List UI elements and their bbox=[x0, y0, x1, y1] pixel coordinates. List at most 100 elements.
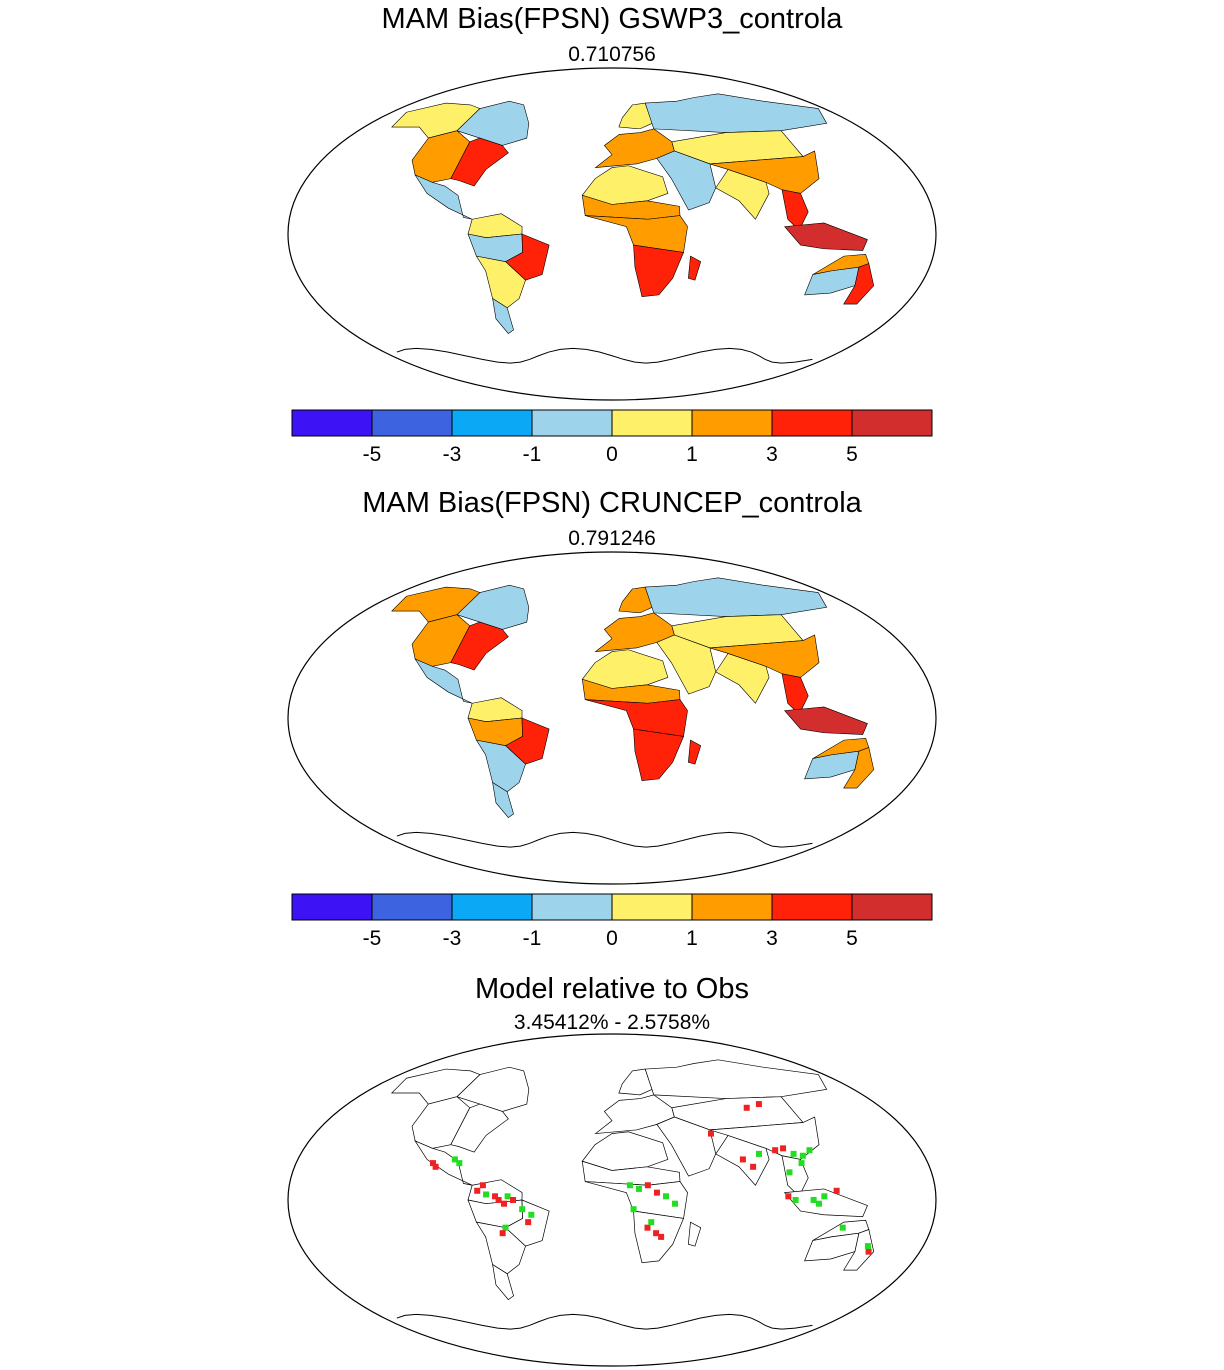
panel2-colorbar: -5 -3 -1 0 1 3 5 bbox=[291, 893, 933, 950]
colorbar-box bbox=[691, 893, 773, 921]
region-central-africa bbox=[585, 215, 688, 253]
region-central-africa bbox=[585, 699, 688, 737]
cell-better bbox=[648, 1219, 655, 1226]
cell-worse bbox=[499, 1230, 506, 1237]
panel3-subtitle: 3.45412% - 2.5758% bbox=[513, 1011, 711, 1034]
cell-worse bbox=[739, 1156, 746, 1163]
colorbar-box bbox=[451, 893, 533, 921]
cell-better bbox=[839, 1224, 846, 1231]
cell-worse bbox=[644, 1224, 651, 1231]
cell-better bbox=[815, 1200, 822, 1207]
cell-worse bbox=[495, 1197, 502, 1203]
region-middle-east bbox=[656, 150, 717, 211]
colorbar-tick-label: 0 bbox=[606, 927, 618, 950]
land-canadian-arctic bbox=[456, 1066, 530, 1112]
colorbar-tick-label: 3 bbox=[766, 927, 778, 950]
region-eastern-australia bbox=[843, 747, 875, 789]
cell-worse bbox=[658, 1233, 665, 1240]
colorbar-tick-label: 0 bbox=[606, 443, 618, 466]
cell-worse bbox=[644, 1182, 651, 1189]
cell-worse bbox=[865, 1248, 872, 1255]
cell-better bbox=[630, 1206, 637, 1213]
colorbar-box bbox=[611, 409, 693, 437]
cell-worse bbox=[755, 1101, 762, 1108]
region-southern-south-america bbox=[475, 739, 526, 793]
cell-better bbox=[528, 1211, 535, 1218]
region-southern-africa bbox=[633, 728, 684, 782]
cell-better bbox=[864, 1243, 871, 1250]
cell-better bbox=[671, 1200, 678, 1207]
region-madagascar bbox=[688, 255, 702, 281]
land-patagonia bbox=[492, 1263, 514, 1301]
region-indonesia bbox=[784, 222, 868, 251]
panel3-map bbox=[287, 1033, 937, 1367]
cell-better bbox=[810, 1197, 817, 1203]
cell-better bbox=[806, 1147, 813, 1154]
colorbar-box bbox=[851, 893, 933, 921]
colorbar-box bbox=[371, 893, 453, 921]
antarctica-coastline bbox=[396, 831, 813, 848]
land-middle-east bbox=[656, 1116, 717, 1177]
region-southern-africa bbox=[633, 244, 684, 298]
colorbar-box bbox=[291, 409, 373, 437]
land-indonesia bbox=[783, 1188, 868, 1217]
region-madagascar bbox=[688, 739, 702, 765]
colorbar-box bbox=[451, 409, 533, 437]
colorbar-tick-label: 5 bbox=[846, 443, 858, 466]
region-mexico-central-america bbox=[414, 658, 473, 704]
colorbar-box bbox=[851, 409, 933, 437]
colorbar-tick-label: -5 bbox=[363, 443, 382, 466]
colorbar-box bbox=[771, 409, 853, 437]
cell-worse bbox=[510, 1197, 516, 1203]
cell-worse bbox=[492, 1193, 499, 1200]
cell-better bbox=[786, 1169, 793, 1176]
cell-worse bbox=[653, 1189, 660, 1196]
cell-better bbox=[626, 1182, 633, 1189]
cell-worse bbox=[429, 1160, 436, 1167]
cell-better bbox=[519, 1206, 526, 1213]
colorbar-box bbox=[691, 409, 773, 437]
cell-worse bbox=[474, 1187, 481, 1194]
land-southern-south-america bbox=[475, 1221, 526, 1275]
cell-worse bbox=[707, 1130, 714, 1137]
colorbar-tick-label: -3 bbox=[443, 443, 462, 466]
cell-better bbox=[755, 1150, 762, 1157]
panel3-title: Model relative to Obs bbox=[474, 973, 749, 1005]
cell-better bbox=[662, 1193, 669, 1200]
cell-worse bbox=[501, 1200, 508, 1207]
cell-worse bbox=[772, 1147, 779, 1154]
cell-better bbox=[502, 1224, 509, 1231]
region-southern-south-america bbox=[475, 255, 526, 309]
colorbar-box bbox=[371, 409, 453, 437]
panel1-subtitle: 0.710756 bbox=[568, 43, 656, 66]
colorbar-box bbox=[291, 893, 373, 921]
cell-worse bbox=[432, 1163, 439, 1170]
panel1-title: MAM Bias(FPSN) GSWP3_controla bbox=[381, 3, 843, 35]
panel2-subtitle: 0.791246 bbox=[568, 527, 656, 550]
region-middle-east bbox=[656, 634, 717, 695]
region-canadian-arctic bbox=[456, 584, 530, 630]
cell-better bbox=[451, 1156, 458, 1163]
cell-worse bbox=[479, 1182, 486, 1189]
land-eastern-usa bbox=[450, 1103, 509, 1153]
colorbar-box bbox=[611, 893, 693, 921]
colorbar-tick-label: 1 bbox=[686, 927, 698, 950]
colorbar-box bbox=[531, 409, 613, 437]
cell-worse bbox=[833, 1187, 840, 1194]
cell-better bbox=[456, 1160, 463, 1167]
cell-worse bbox=[525, 1219, 532, 1226]
cell-worse bbox=[743, 1104, 750, 1111]
region-eastern-usa bbox=[450, 137, 509, 187]
region-canadian-arctic bbox=[456, 100, 530, 146]
cell-better bbox=[799, 1152, 806, 1159]
colorbar-tick-label: -5 bbox=[363, 927, 382, 950]
region-patagonia bbox=[492, 781, 514, 819]
region-northern-siberia bbox=[644, 93, 828, 133]
antarctica-coastline bbox=[396, 1313, 813, 1330]
region-eastern-usa bbox=[450, 621, 509, 671]
cell-better bbox=[483, 1191, 490, 1198]
region-northern-siberia bbox=[644, 577, 828, 617]
colorbar-tick-label: 1 bbox=[686, 443, 698, 466]
cell-better bbox=[798, 1160, 805, 1167]
cell-better bbox=[635, 1185, 642, 1192]
